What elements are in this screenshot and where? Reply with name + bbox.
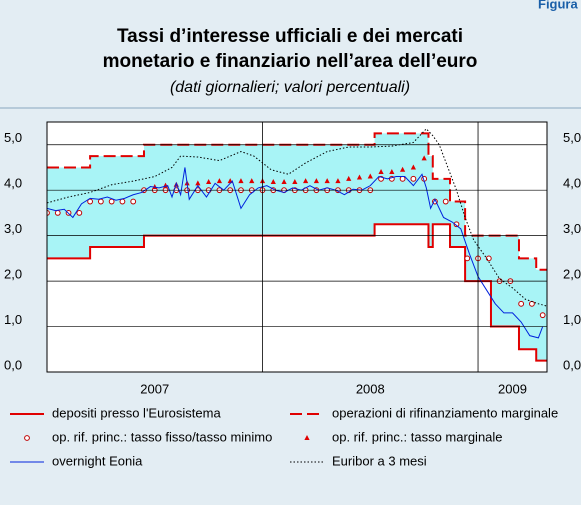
point bbox=[119, 198, 126, 205]
y-tick-label: 0,0 bbox=[4, 357, 22, 372]
x-tick-label: 2007 bbox=[140, 381, 169, 396]
y2-tick-label: 5,0 bbox=[563, 130, 581, 145]
point bbox=[518, 300, 525, 307]
point bbox=[464, 255, 471, 262]
series-line bbox=[47, 223, 547, 362]
point bbox=[206, 179, 212, 184]
legend-label: operazioni di rifinanziamento marginale bbox=[332, 405, 558, 420]
point bbox=[292, 179, 298, 184]
point bbox=[97, 198, 104, 205]
chart-title: monetario e finanziario nell’area dell’e… bbox=[103, 51, 478, 72]
legend-label: depositi presso l'Eurosistema bbox=[52, 405, 221, 420]
y2-tick-label: 2,0 bbox=[563, 267, 581, 282]
point bbox=[195, 180, 201, 186]
point bbox=[303, 178, 309, 184]
point bbox=[216, 178, 223, 184]
point bbox=[529, 300, 535, 307]
legend-label: op. rif. princ.: tasso marginale bbox=[332, 429, 503, 444]
point bbox=[400, 166, 406, 172]
y-tick-label: 4,0 bbox=[4, 176, 22, 191]
point bbox=[378, 169, 384, 174]
y-tick-label: 2,0 bbox=[4, 267, 22, 282]
point bbox=[399, 175, 406, 182]
point bbox=[313, 178, 319, 184]
point bbox=[130, 198, 137, 205]
point bbox=[421, 155, 427, 161]
y-tick-label: 3,0 bbox=[4, 221, 22, 236]
series-line bbox=[47, 167, 544, 339]
point bbox=[281, 179, 287, 184]
x-tick-label: 2009 bbox=[498, 381, 527, 396]
y-tick-label: 5,0 bbox=[4, 130, 22, 145]
point bbox=[453, 221, 460, 228]
chart-subtitle: (dati giornalieri; valori percentuali) bbox=[170, 79, 410, 96]
series-line bbox=[47, 132, 547, 271]
point bbox=[335, 178, 341, 184]
point bbox=[270, 179, 276, 184]
y2-tick-label: 1,0 bbox=[563, 312, 581, 327]
chart-title: Tassi d’interesse ufficiali e dei mercat… bbox=[117, 26, 463, 47]
point bbox=[54, 210, 61, 216]
point bbox=[108, 198, 115, 205]
legend-symbol bbox=[304, 435, 310, 440]
y2-tick-label: 4,0 bbox=[563, 176, 581, 191]
x-tick-label: 2008 bbox=[356, 381, 385, 396]
point bbox=[389, 169, 395, 174]
point bbox=[249, 178, 255, 184]
point bbox=[324, 178, 330, 184]
plot-frame bbox=[46, 121, 548, 373]
point bbox=[238, 178, 244, 184]
point bbox=[367, 173, 373, 179]
point bbox=[76, 210, 83, 216]
y2-tick-label: 3,0 bbox=[563, 221, 581, 236]
legend-label: op. rif. princ.: tasso fisso/tasso minim… bbox=[52, 429, 272, 444]
point bbox=[356, 174, 363, 180]
legend-symbol bbox=[24, 435, 30, 441]
figure-label: Figura 1 bbox=[538, 0, 581, 11]
y-tick-label: 1,0 bbox=[4, 312, 22, 327]
point bbox=[346, 175, 352, 181]
point bbox=[410, 164, 416, 170]
legend-label: overnight Eonia bbox=[52, 453, 143, 468]
point bbox=[410, 175, 417, 182]
legend-label: Euribor a 3 mesi bbox=[332, 453, 427, 468]
point bbox=[442, 198, 449, 205]
y2-tick-label: 0,0 bbox=[563, 357, 581, 372]
point bbox=[47, 210, 50, 216]
point bbox=[539, 312, 546, 319]
point bbox=[87, 198, 94, 205]
